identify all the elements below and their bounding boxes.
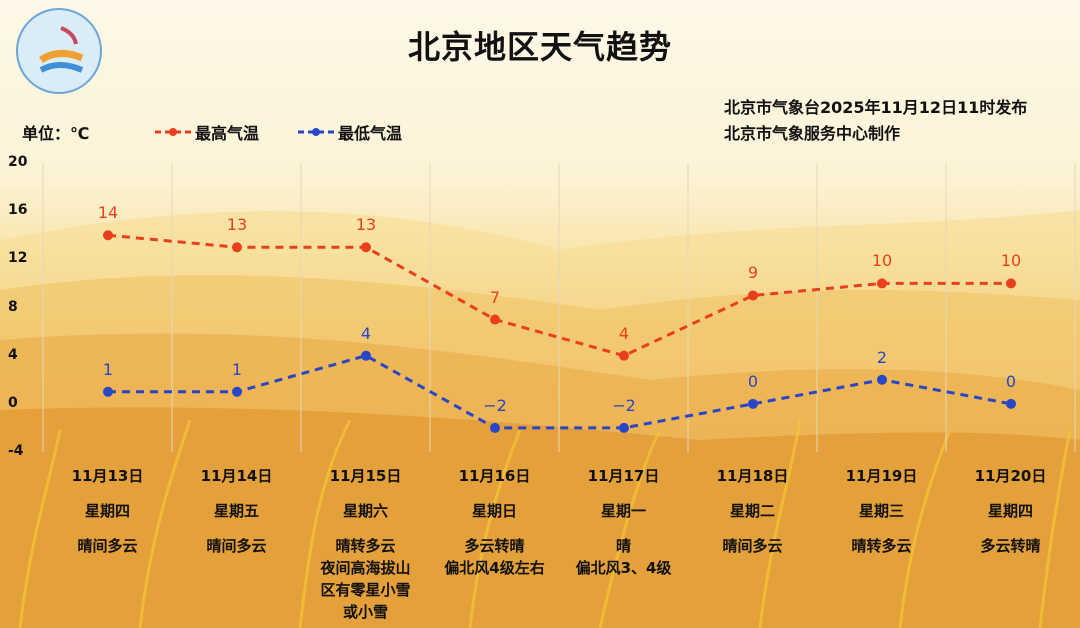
publisher-text: 北京市气象台2025年11月12日11时发布 [724,98,1028,117]
x-tick-date: 11月14日 [200,467,273,485]
legend-high-marker-icon [155,128,191,136]
x-tick-date: 11月19日 [845,467,918,485]
weather-text: 晴 [615,537,631,555]
weather-text: 或小雪 [342,603,388,621]
data-point [490,422,500,433]
data-point [748,290,758,301]
day-column: 11月13日 星期四晴间多云 [43,465,172,557]
data-point [103,386,113,397]
data-label: 10 [871,251,893,271]
data-label: 13 [226,215,248,235]
data-point [1006,278,1016,289]
weekday-label: 星期三 [858,502,904,520]
x-tick-date: 11月13日 [71,467,144,485]
weekday-label: 星期一 [600,502,646,520]
y-tick-label: 16 [8,202,28,219]
legend-high: 最高气温 [155,120,259,144]
legend-low-marker-icon [298,128,334,136]
data-label: 9 [747,263,759,283]
weekday-label: 星期五 [213,502,259,520]
y-tick-label: 20 [8,154,28,170]
data-point [619,422,629,433]
weekday-label: 星期二 [729,502,775,520]
data-label: 13 [355,215,377,235]
x-tick-date: 11月15日 [329,467,402,485]
data-label: 1 [102,359,114,379]
data-point [361,242,371,253]
x-tick-date: 11月17日 [587,467,660,485]
weather-text: 偏北风3、4级 [575,559,672,577]
data-point [619,350,629,361]
data-label: 7 [489,287,501,307]
day-column: 11月20日 星期四多云转晴 [946,465,1075,557]
legend-low-label: 最低气温 [338,124,403,143]
weather-text: 多云转晴 [464,537,525,555]
data-point [232,242,242,253]
producer-text: 北京市气象服务中心制作 [724,124,901,143]
weekday-label: 星期日 [471,502,517,520]
data-label: −2 [483,395,507,415]
data-point [232,386,242,397]
y-tick-label: 0 [8,394,18,411]
day-column: 11月14日 星期五晴间多云 [172,465,301,557]
weather-text: 偏北风4级左右 [444,559,545,577]
weekday-label: 星期四 [84,502,130,520]
day-column: 11月16日 星期日多云转晴偏北风4级左右 [430,465,559,579]
weather-text: 区有零星小雪 [320,581,411,599]
data-label: 2 [876,347,888,367]
data-label: 4 [618,323,630,343]
data-label: 0 [1005,371,1017,391]
y-tick-label: 4 [8,346,18,363]
data-point [1006,398,1016,409]
page-title: 北京地区天气趋势 [407,28,672,66]
data-point [361,350,371,361]
weather-text: 晴间多云 [206,537,267,555]
data-point [877,374,887,385]
day-column: 11月18日 星期二晴间多云 [688,465,817,557]
data-label: 1 [231,359,243,379]
weekday-label: 星期六 [342,502,388,520]
weather-text: 晴间多云 [77,537,138,555]
unit-label: 单位：℃ [22,124,90,143]
day-column: 11月17日 星期一晴偏北风3、4级 [559,465,688,579]
weather-text: 晴转多云 [335,537,396,555]
legend-high-label: 最高气温 [195,124,260,143]
weather-text: 晴间多云 [722,537,783,555]
legend-low: 最低气温 [298,120,402,144]
y-tick-label: 12 [8,250,28,267]
x-tick-date: 11月20日 [974,467,1047,485]
weather-text: 晴转多云 [851,537,912,555]
data-point [490,314,500,325]
data-label: 14 [97,203,119,223]
day-column: 11月15日 星期六晴转多云夜间高海拔山 区有零星小雪 或小雪 [301,465,430,623]
weekday-label: 星期四 [987,502,1033,520]
data-label: 10 [1000,251,1022,271]
day-column: 11月19日 星期三晴转多云 [817,465,946,557]
data-label: 0 [747,371,759,391]
meteorological-service-logo [16,8,102,94]
y-tick-label: -4 [8,443,24,459]
series-line-high [107,233,1011,358]
data-point [877,278,887,289]
data-point [103,230,113,241]
data-point [748,398,758,409]
y-tick-label: 8 [8,298,18,315]
x-tick-date: 11月16日 [458,467,531,485]
data-label: 4 [360,323,372,343]
weather-text: 夜间高海拔山 [320,559,411,577]
x-tick-date: 11月18日 [716,467,789,485]
data-label: −2 [612,395,636,415]
weather-text: 多云转晴 [980,537,1041,555]
